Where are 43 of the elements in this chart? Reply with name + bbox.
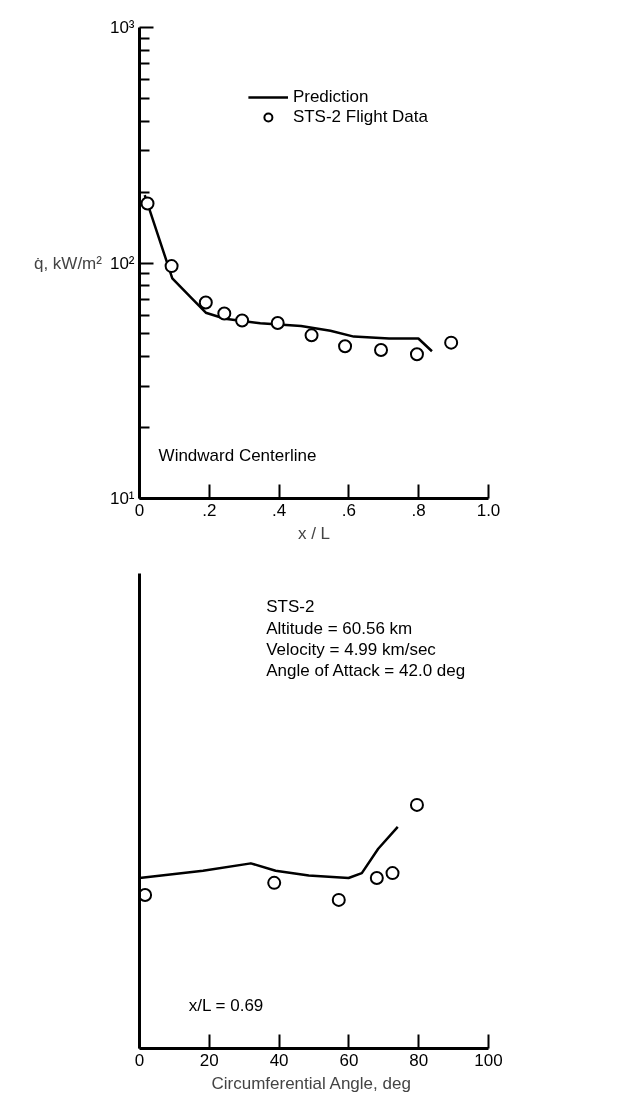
x-tick-label: 80 bbox=[409, 1050, 429, 1070]
annotation: x/L = 0.69 bbox=[188, 996, 264, 1016]
x-tick-label: 0 bbox=[134, 500, 145, 520]
point bbox=[444, 335, 459, 350]
y-tick-label: 10³ bbox=[109, 18, 135, 37]
x-axis-title: x / L bbox=[297, 523, 331, 543]
point bbox=[164, 259, 179, 274]
point bbox=[331, 892, 346, 907]
point bbox=[385, 866, 400, 881]
x-tick-label: 40 bbox=[269, 1050, 289, 1070]
point bbox=[409, 347, 424, 362]
point bbox=[369, 871, 384, 885]
point bbox=[140, 196, 155, 211]
x-tick-label: .4 bbox=[272, 500, 287, 520]
point bbox=[139, 888, 153, 903]
point bbox=[270, 316, 285, 331]
point bbox=[409, 797, 424, 812]
text: STS-2 bbox=[266, 597, 315, 617]
point bbox=[235, 313, 250, 328]
legend-label: Prediction bbox=[292, 87, 369, 107]
y-tick-label: 10¹ bbox=[109, 489, 135, 508]
text: Velocity = 4.99 km/sec bbox=[266, 640, 437, 659]
y-tick-label: 10² bbox=[109, 253, 135, 273]
y-axis-title: q̇, kW/m² bbox=[33, 253, 103, 273]
x-tick-label: .2 bbox=[202, 500, 217, 520]
x-tick-label: 1.0 bbox=[476, 500, 501, 520]
x-tick-label: .6 bbox=[341, 500, 356, 520]
x-tick-label: 60 bbox=[339, 1050, 359, 1070]
legend-label: STS-2 Flight Data bbox=[292, 107, 428, 127]
x-tick-label: 100 bbox=[474, 1050, 503, 1070]
point bbox=[304, 328, 319, 343]
x-tick-label: 0 bbox=[134, 1050, 145, 1070]
x-tick-label: .8 bbox=[411, 500, 426, 520]
point bbox=[198, 295, 213, 310]
text: Angle of Attack = 42.0 deg bbox=[266, 661, 466, 681]
point bbox=[374, 343, 389, 358]
point bbox=[338, 339, 353, 354]
text: Altitude = 60.56 km bbox=[266, 618, 413, 638]
point bbox=[217, 306, 232, 321]
x-tick-label: 20 bbox=[199, 1050, 219, 1070]
annotation: Windward Centerline bbox=[158, 446, 317, 466]
point bbox=[267, 875, 282, 890]
x-axis-title: Circumferential Angle, deg bbox=[211, 1073, 411, 1093]
